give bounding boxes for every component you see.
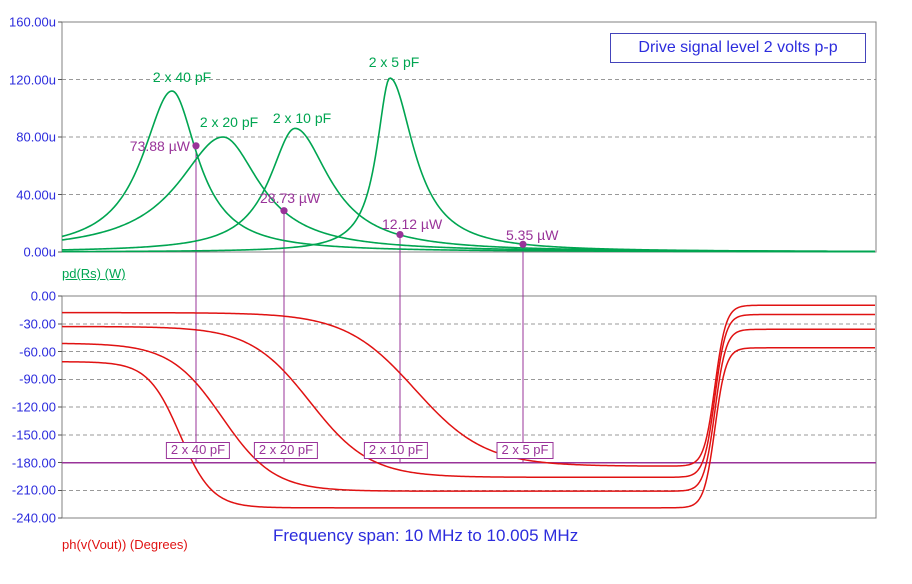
phase-curve-2x5pF bbox=[62, 304, 875, 467]
power-curve-label-2x5pF: 2 x 5 pF bbox=[368, 54, 420, 70]
phase-y-tick-label: -150.00 bbox=[11, 427, 56, 443]
cursor-box-2x10pF: 2 x 10 pF bbox=[363, 442, 429, 459]
power-marker-value-28.73uW: 28.73 µW bbox=[260, 190, 321, 206]
phase-y-tick-label: -90.00 bbox=[19, 371, 56, 387]
power-curve-label-2x20pF: 2 x 20 pF bbox=[199, 114, 259, 130]
power-y-tick-label: 0.00u bbox=[23, 244, 56, 260]
power-marker-dot bbox=[519, 240, 527, 248]
power-marker-dot bbox=[396, 230, 404, 239]
power-marker-dot bbox=[192, 142, 200, 150]
power-y-tick-label: 160.00u bbox=[9, 14, 56, 30]
power-trace-legend: pd(Rs) (W) bbox=[62, 266, 126, 281]
phase-curve-2x20pF bbox=[61, 328, 875, 492]
phase-y-tick-label: -240.00 bbox=[11, 510, 56, 526]
cursor-box-2x5pF: 2 x 5 pF bbox=[496, 442, 554, 459]
power-marker-dot bbox=[280, 207, 288, 215]
phase-y-tick-label: 0.00 bbox=[30, 288, 56, 304]
power-curve-2x5pF bbox=[61, 77, 875, 253]
phase-curve-2x40pF bbox=[61, 347, 875, 509]
cursor-box-2x40pF: 2 x 40 pF bbox=[165, 442, 231, 459]
frequency-span-annotation: Frequency span: 10 MHz to 10.005 MHz bbox=[273, 526, 579, 545]
phase-y-tick-label: -30.00 bbox=[19, 316, 56, 332]
phase-trace-legend: ph(v(Vout)) (Degrees) bbox=[62, 537, 188, 552]
phase-y-tick-label: -180.00 bbox=[11, 455, 56, 470]
phase-y-tick-label: -210.00 bbox=[11, 482, 56, 498]
power-y-tick-label: 80.00u bbox=[16, 129, 56, 145]
power-curve-label-2x40pF: 2 x 40 pF bbox=[152, 69, 212, 85]
phase-y-tick-label: -120.00 bbox=[11, 399, 56, 415]
phase-y-tick-label: -60.00 bbox=[19, 344, 56, 359]
power-y-tick-label: 40.00u bbox=[16, 187, 56, 202]
cursor-box-2x20pF: 2 x 20 pF bbox=[253, 442, 319, 459]
phase-curve-2x10pF bbox=[61, 313, 875, 479]
power-curve-2x40pF bbox=[61, 90, 875, 253]
power-marker-value-5.35uW: 5.35 µW bbox=[506, 227, 559, 243]
drive-level-annotation: Drive signal level 2 volts p-p bbox=[610, 33, 866, 63]
power-y-tick-label: 120.00u bbox=[9, 72, 56, 87]
power-marker-value-73.88uW: 73.88 µW bbox=[129, 138, 190, 154]
power-marker-value-12.12uW: 12.12 µW bbox=[382, 216, 443, 232]
power-curve-label-2x10pF: 2 x 10 pF bbox=[272, 110, 332, 126]
